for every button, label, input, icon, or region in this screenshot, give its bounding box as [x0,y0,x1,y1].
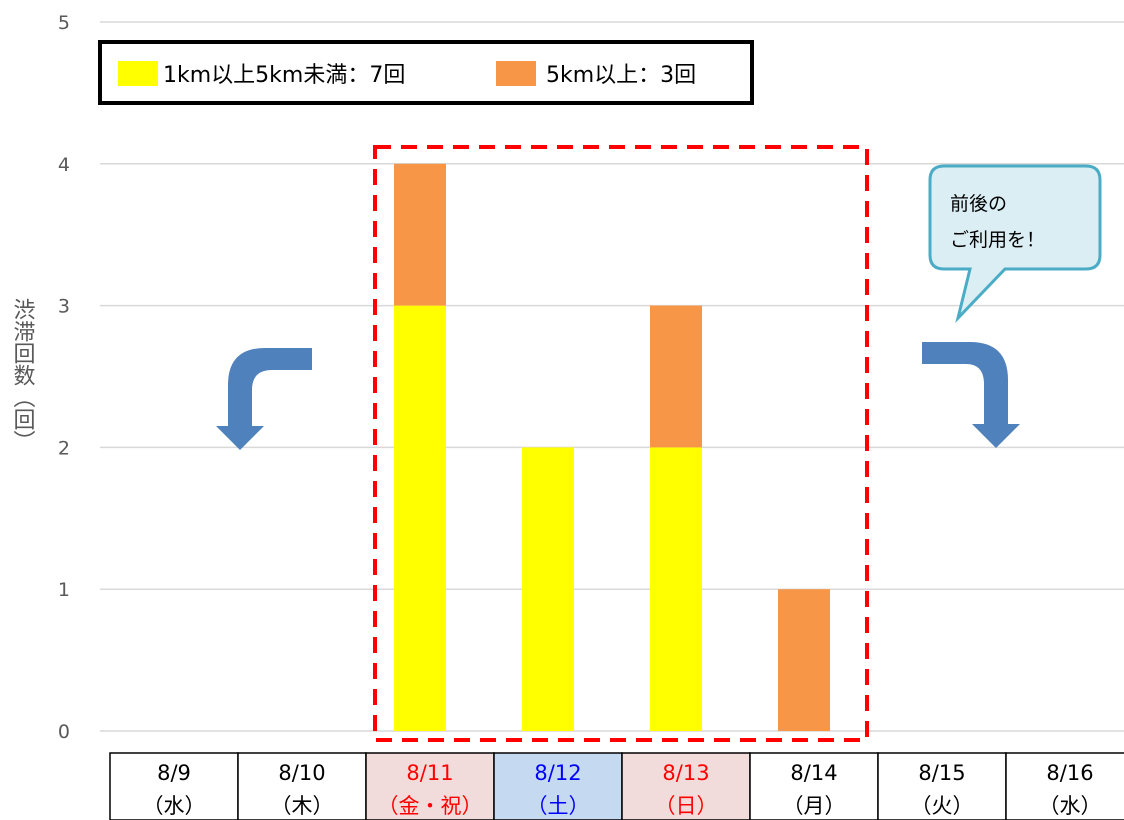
category-date: 8/12 [534,761,581,785]
category-cell [365,752,495,820]
category-cell [237,752,367,820]
callout-line-1: 前後の [950,193,1007,215]
y-tick-label: 3 [58,296,70,318]
y-axis-ticks: 0 1 2 3 4 5 [58,12,70,743]
category-cell [621,752,751,820]
legend-label-2: 5km以上：3回 [546,63,696,88]
category-cell [749,752,879,820]
category-date: 8/13 [662,761,709,785]
y-tick-label: 2 [58,437,70,459]
legend-swatch-orange [496,61,536,86]
category-day: （金・祝） [378,794,483,818]
y-tick-label: 0 [58,721,70,743]
grid-lines [100,21,1124,732]
category-date: 8/11 [406,761,453,785]
bar-8-14-series-2 [778,589,830,731]
category-cell [877,752,1007,820]
right-curved-arrow-icon [922,342,1020,448]
category-date: 8/9 [157,761,191,785]
category-date: 8/15 [918,761,965,785]
legend-frame [98,40,754,105]
category-day: （火） [911,794,974,818]
bar-8-13-series-2 [650,305,702,448]
category-day: （土） [527,794,590,818]
bars [394,163,830,731]
category-day: （木） [271,794,334,818]
legend-swatch-yellow [118,61,158,86]
category-day: （水） [1039,794,1102,818]
highlight-box [373,145,869,742]
y-tick-label: 1 [58,579,70,601]
legend: 1km以上5km未満：7回 5km以上：3回 [98,40,754,105]
category-date: 8/14 [790,761,837,785]
bar-8-11-series-2 [394,163,446,306]
bar-8-13-series-1 [650,447,702,731]
category-table: 8/9 （水） 8/10 （木） 8/11 （金・祝） 8/12 （土） 8/13 （日） 8/14… [109,752,1124,820]
bar-8-12-series-1 [522,447,574,731]
y-axis-label: 渋滞回数（回） [10,298,36,452]
y-tick-label: 4 [58,154,70,176]
bar-8-11-series-1 [394,305,446,731]
category-cell [109,752,239,820]
callout-bubble: 前後の ご利用を！ [928,164,1102,324]
left-curved-arrow-icon [216,348,312,450]
category-cell [1005,752,1124,820]
legend-label-1: 1km以上5km未満：7回 [163,63,405,88]
category-day: （日） [655,794,718,818]
y-tick-label: 5 [58,12,70,34]
callout-shape [928,164,1102,324]
category-date: 8/16 [1046,761,1093,785]
category-date: 8/10 [278,761,325,785]
category-day: （水） [143,794,206,818]
callout-line-2: ご利用を！ [950,229,1045,251]
category-day: （月） [783,794,846,818]
